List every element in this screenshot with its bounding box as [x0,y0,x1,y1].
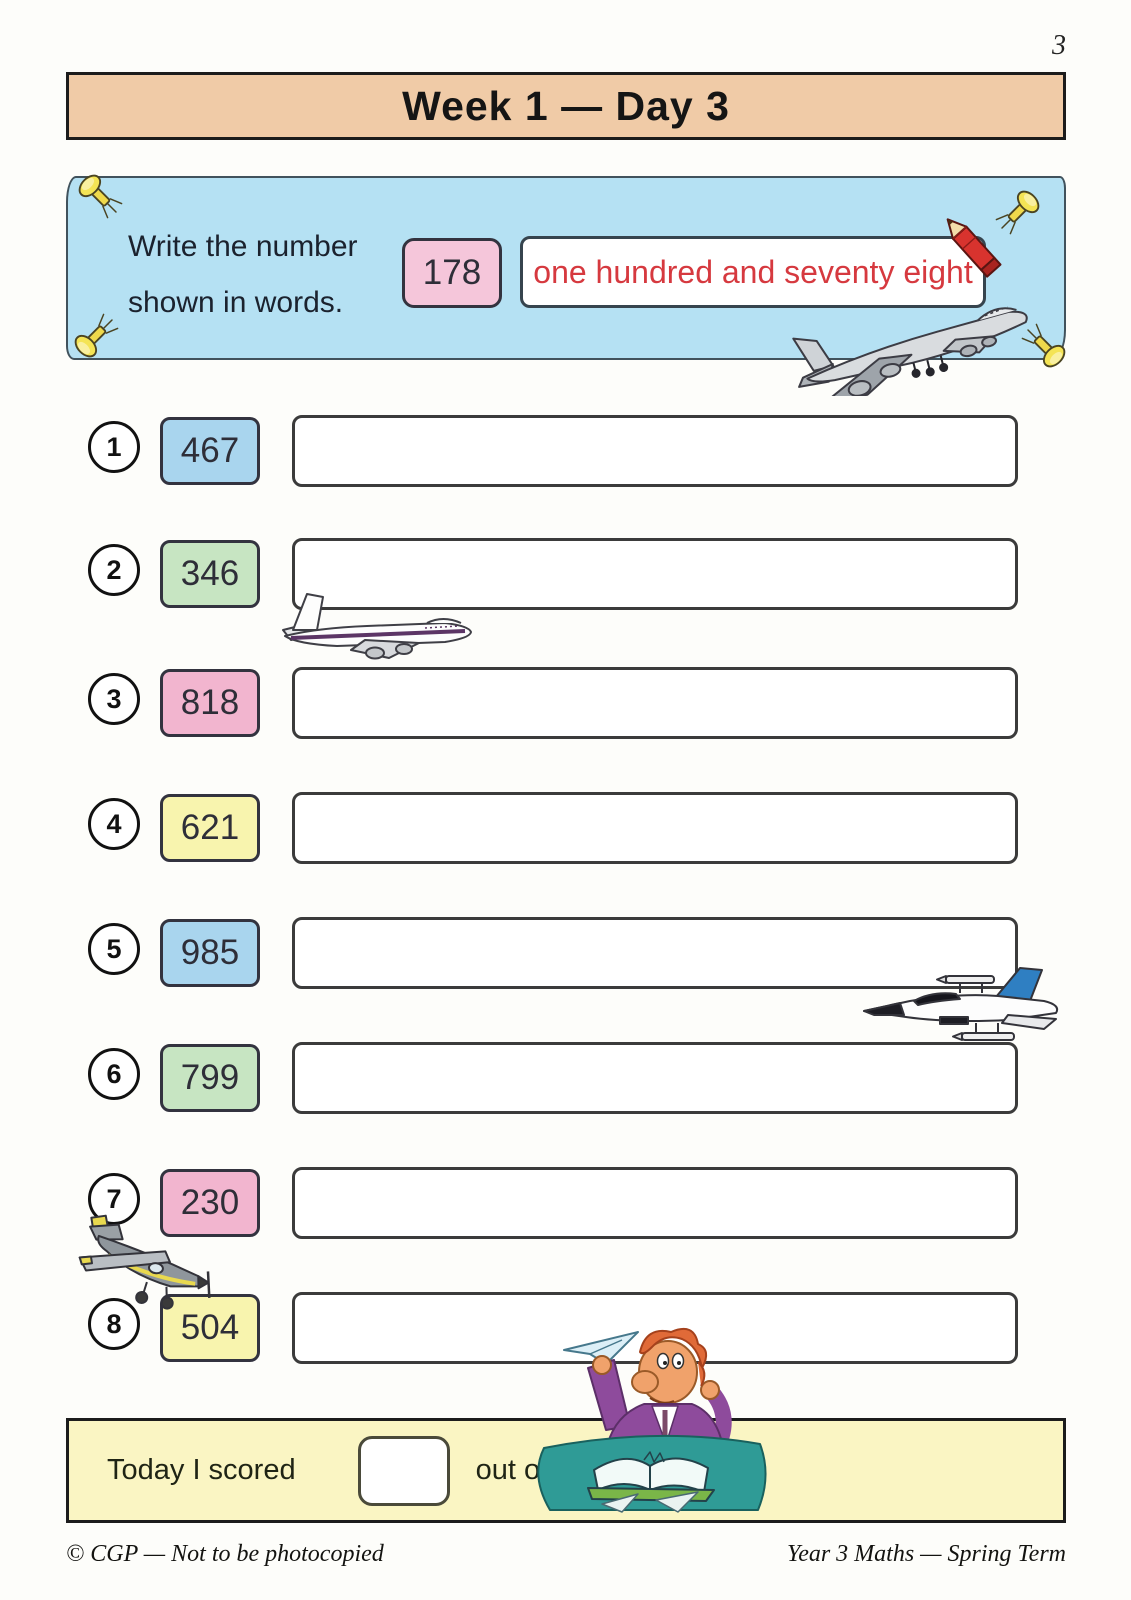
question-number: 1 [106,431,122,462]
question-value-box: 230 [160,1169,260,1237]
copyright-text: © CGP — Not to be photocopied [66,1541,384,1567]
push-pin-icon [78,174,123,219]
question-value: 621 [180,808,240,847]
example-answer-box: one hundred and seventy eight [520,236,986,308]
boy-paper-planes-illustration [537,1328,767,1513]
instruction-line-1: Write the number [128,230,358,263]
question-number: 8 [106,1308,122,1339]
question-row: 6 799 [88,1042,1018,1114]
question-number: 4 [106,808,122,839]
example-number-box: 178 [402,238,502,308]
answer-input-box[interactable] [292,415,1018,487]
question-value: 818 [180,683,240,722]
red-pencil-icon [946,218,1002,278]
instruction-text: Write the number shown in words. [128,219,358,331]
question-row: 5 985 [88,917,1018,989]
score-input-box[interactable] [357,1435,450,1506]
example-number: 178 [422,253,482,292]
answer-input-box[interactable] [292,792,1018,864]
question-value-box: 467 [160,417,260,485]
answer-input-box[interactable] [292,667,1018,739]
question-value-box: 799 [160,1044,260,1112]
question-row: 7 230 [88,1167,1018,1239]
page-number: 3 [1052,30,1066,61]
question-value-box: 818 [160,669,260,737]
answer-input-box[interactable] [292,538,1018,610]
instruction-line-2: shown in words. [128,286,344,319]
score-label-before: Today I scored [107,1454,296,1486]
edition-text: Year 3 Maths — Spring Term [787,1541,1066,1567]
push-pin-icon [995,190,1040,235]
question-number-circle: 4 [88,798,140,850]
question-number-circle: 1 [88,421,140,473]
answer-input-box[interactable] [292,1167,1018,1239]
page-title-banner: Week 1 — Day 3 [66,72,1066,140]
question-number: 6 [106,1058,122,1089]
question-number-circle: 3 [88,673,140,725]
fighter-jet-icon [863,967,1059,1041]
question-value-box: 621 [160,794,260,862]
question-number-circle: 7 [88,1173,140,1225]
question-value: 467 [180,431,240,470]
example-answer-text: one hundred and seventy eight [533,253,973,290]
question-value: 504 [180,1308,240,1347]
question-number: 5 [106,933,122,964]
push-pin-icon [74,313,119,358]
question-value: 230 [180,1183,240,1222]
question-number-circle: 2 [88,544,140,596]
page-footer: © CGP — Not to be photocopied Year 3 Mat… [66,1541,1066,1568]
question-row: 3 818 [88,667,1018,739]
answer-input-box[interactable] [292,917,1018,989]
page-title: Week 1 — Day 3 [402,82,730,129]
question-row: 4 621 [88,792,1018,864]
question-number: 3 [106,683,122,714]
question-value-box: 985 [160,919,260,987]
jumbo-jet-icon [792,306,1028,396]
question-number: 2 [106,554,122,585]
question-number: 7 [106,1183,122,1214]
question-value: 985 [180,933,240,972]
question-row: 2 346 [88,538,1018,610]
question-number-circle: 6 [88,1048,140,1100]
question-value-box: 346 [160,540,260,608]
question-number-circle: 8 [88,1298,140,1350]
question-value: 346 [180,554,240,593]
airliner-icon [282,593,472,660]
question-number-circle: 5 [88,923,140,975]
propeller-plane-icon [78,1214,211,1310]
answer-input-box[interactable] [292,1042,1018,1114]
question-row: 1 467 [88,415,1018,487]
push-pin-icon [1021,323,1066,368]
question-value: 799 [180,1058,240,1097]
